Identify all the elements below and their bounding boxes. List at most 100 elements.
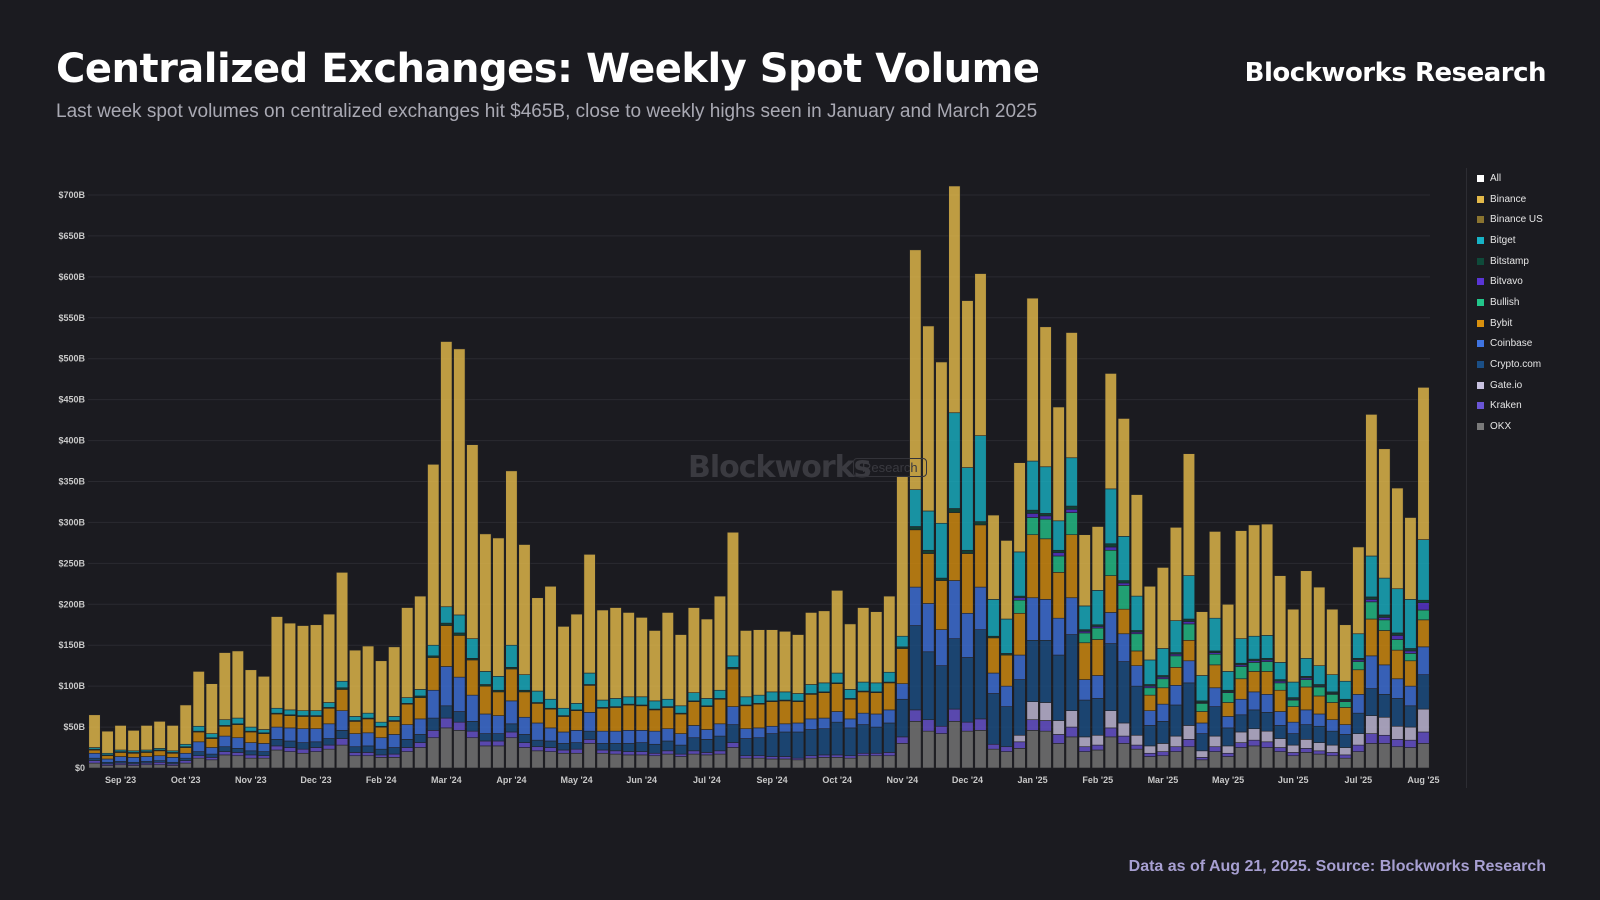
- bar-segment-crypto-com: [1287, 733, 1300, 746]
- bar-segment-coinbase: [1065, 597, 1078, 635]
- bar-segment-crypto-com: [1222, 727, 1235, 747]
- bar-segment-bitget: [414, 689, 427, 697]
- legend-item-all[interactable]: All: [1477, 168, 1543, 189]
- bar-segment-bitstamp: [1417, 599, 1430, 603]
- bar-segment-bitstamp: [1026, 509, 1039, 514]
- bar-segment-bybit: [818, 692, 831, 719]
- bar-segment-bullish: [1248, 662, 1261, 672]
- bar-segment-binance: [687, 607, 700, 693]
- bar-segment-crypto-com: [909, 625, 922, 711]
- legend-swatch: [1477, 381, 1484, 389]
- bar-week: [296, 625, 310, 769]
- bar-week: [752, 629, 766, 769]
- legend-item-binance[interactable]: Binance: [1477, 189, 1543, 210]
- bar-segment-binance: [1378, 448, 1391, 579]
- y-tick-label: $250B: [58, 558, 85, 568]
- bar-segment-gate-io: [1169, 735, 1182, 748]
- legend-item-kraken[interactable]: Kraken: [1477, 396, 1543, 417]
- bar-segment-kraken: [570, 748, 583, 754]
- bar-segment-bullish: [1039, 518, 1052, 540]
- bar-segment-bitstamp: [440, 622, 453, 626]
- bar-segment-gate-io: [1313, 742, 1326, 752]
- bar-segment-bitget: [349, 716, 362, 721]
- bar-segment-kraken: [309, 747, 323, 752]
- x-tick-label: Jan '25: [1018, 775, 1048, 785]
- bar-segment-bullish: [1026, 517, 1039, 536]
- bar-segment-coinbase: [166, 757, 179, 763]
- bar-segment-coinbase: [153, 755, 166, 761]
- legend-item-okx[interactable]: OKX: [1477, 416, 1543, 437]
- bar-segment-crypto-com: [570, 742, 583, 750]
- bar-segment-bybit: [687, 701, 700, 726]
- bar-segment-crypto-com: [1339, 734, 1352, 748]
- bar-week: [349, 649, 362, 769]
- bar-segment-crypto-com: [1143, 725, 1156, 747]
- bar-segment-gate-io: [1352, 733, 1365, 746]
- bar-segment-crypto-com: [1195, 733, 1209, 752]
- bar-segment-okx: [192, 757, 205, 769]
- bar-segment-kraken: [1091, 744, 1104, 751]
- bar-segment-bitget: [1078, 605, 1091, 630]
- bar-segment-binance: [388, 646, 401, 717]
- bar-segment-bybit: [974, 524, 987, 588]
- bars: [88, 185, 1430, 769]
- bar-segment-bybit: [1013, 612, 1026, 656]
- legend-item-binance-us[interactable]: Binance US: [1477, 209, 1543, 230]
- bar-segment-kraken: [440, 717, 453, 729]
- legend-swatch: [1477, 195, 1484, 203]
- bar-segment-bitget: [1235, 638, 1248, 664]
- bar-segment-okx: [1117, 743, 1130, 769]
- bar-segment-crypto-com: [362, 745, 375, 753]
- bar-segment-bitget: [375, 721, 388, 727]
- bar-segment-binance: [726, 531, 739, 657]
- bar-segment-bitget: [244, 726, 257, 732]
- bar-segment-coinbase: [570, 730, 583, 743]
- bar-segment-bybit: [948, 512, 961, 581]
- bar-segment-bybit: [440, 625, 453, 667]
- bar-segment-okx: [622, 754, 635, 769]
- legend-item-bybit[interactable]: Bybit: [1477, 313, 1543, 334]
- bar-segment-bitget: [1169, 620, 1182, 653]
- legend-item-crypto-com[interactable]: Crypto.com: [1477, 354, 1543, 375]
- bar-segment-binance: [974, 273, 987, 436]
- bar-segment-bitstamp: [1052, 549, 1065, 554]
- bar-week: [270, 616, 283, 769]
- bar-week: [88, 714, 101, 769]
- legend-item-bitstamp[interactable]: Bitstamp: [1477, 251, 1543, 272]
- bar-segment-okx: [218, 754, 231, 769]
- bar-week: [1339, 624, 1352, 769]
- bar-segment-gate-io: [1326, 744, 1339, 753]
- bar-segment-bitget: [857, 681, 870, 692]
- bar-segment-okx: [870, 755, 883, 769]
- bar-segment-bitget: [1039, 466, 1052, 514]
- bar-week: [805, 612, 818, 769]
- bar-segment-crypto-com: [583, 730, 596, 740]
- bar-segment-bullish: [1391, 639, 1404, 651]
- bar-segment-bybit: [1065, 534, 1078, 599]
- legend-item-coinbase[interactable]: Coinbase: [1477, 334, 1543, 355]
- legend-item-bitvavo[interactable]: Bitvavo: [1477, 271, 1543, 292]
- bar-segment-okx: [101, 765, 114, 769]
- bar-segment-bybit: [752, 703, 766, 729]
- bar-segment-binance: [1365, 414, 1378, 557]
- bar-week: [922, 325, 935, 769]
- y-tick-label: $150B: [58, 640, 85, 650]
- legend-item-bullish[interactable]: Bullish: [1477, 292, 1543, 313]
- bar-segment-bitget: [1195, 675, 1209, 702]
- bar-segment-okx: [1026, 730, 1039, 769]
- bar-week: [570, 613, 583, 769]
- bar-segment-kraken: [935, 725, 948, 734]
- bar-segment-okx: [609, 753, 622, 769]
- bar-segment-okx: [140, 764, 153, 769]
- bar-segment-binance: [1065, 332, 1078, 459]
- legend-item-bitget[interactable]: Bitget: [1477, 230, 1543, 251]
- bar-week: [1391, 487, 1404, 769]
- legend-item-gate-io[interactable]: Gate.io: [1477, 375, 1543, 396]
- bar-segment-coinbase: [596, 730, 609, 744]
- bar-segment-kraken: [1261, 741, 1274, 748]
- bar-segment-bybit: [792, 701, 805, 724]
- bar-segment-okx: [127, 765, 140, 769]
- bar-segment-coinbase: [922, 603, 935, 653]
- bar-segment-coinbase: [114, 756, 127, 762]
- bar-segment-binance: [870, 611, 883, 684]
